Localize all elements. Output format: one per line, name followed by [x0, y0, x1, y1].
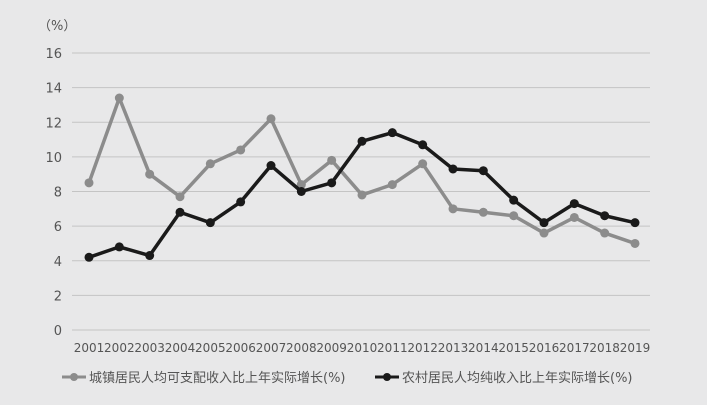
- data-point: [448, 164, 458, 174]
- x-tick-label: 2017: [559, 341, 590, 355]
- y-tick-label: 12: [45, 116, 62, 131]
- x-tick-label: 2016: [529, 341, 560, 355]
- series-0: [84, 93, 640, 248]
- data-point: [630, 238, 640, 248]
- series-line: [87, 96, 636, 246]
- data-point: [175, 192, 185, 202]
- data-point: [145, 251, 155, 261]
- x-tick-label: 2019: [620, 341, 651, 355]
- data-point: [114, 93, 124, 103]
- data-point: [327, 178, 337, 188]
- data-point: [205, 218, 215, 228]
- data-point: [387, 128, 397, 138]
- legend-marker: [383, 373, 391, 381]
- x-tick-label: 2012: [407, 341, 438, 355]
- data-point: [600, 211, 610, 221]
- x-tick-label: 2007: [256, 341, 287, 355]
- data-point: [327, 155, 337, 165]
- y-tick-label: 0: [54, 324, 62, 339]
- data-point: [387, 180, 397, 190]
- data-point: [539, 218, 549, 228]
- x-tick-label: 2004: [165, 341, 196, 355]
- x-tick-label: 2009: [316, 341, 347, 355]
- data-point: [357, 136, 367, 146]
- y-tick-label: 10: [45, 151, 62, 166]
- data-point: [84, 178, 94, 188]
- x-tick-label: 2014: [468, 341, 499, 355]
- data-point: [630, 218, 640, 228]
- x-tick-label: 2015: [498, 341, 529, 355]
- data-point: [539, 228, 549, 238]
- x-tick-label: 2002: [104, 341, 135, 355]
- data-point: [448, 204, 458, 214]
- data-point: [357, 190, 367, 200]
- x-tick-label: 2008: [286, 341, 317, 355]
- series-1: [84, 128, 640, 262]
- x-tick-label: 2005: [195, 341, 226, 355]
- data-point: [569, 212, 579, 222]
- data-point: [418, 140, 428, 150]
- data-point: [478, 207, 488, 217]
- data-point: [296, 187, 306, 196]
- data-point: [114, 242, 124, 252]
- x-tick-label: 2003: [134, 341, 165, 355]
- y-axis-unit-label: （%）: [38, 19, 76, 34]
- data-point: [418, 159, 428, 169]
- data-point: [84, 252, 94, 262]
- y-tick-label: 2: [54, 289, 62, 304]
- y-tick-label: 6: [54, 220, 62, 235]
- x-tick-label: 2018: [589, 341, 620, 355]
- y-tick-label: 8: [54, 186, 62, 201]
- x-tick-label: 2011: [377, 341, 408, 355]
- data-point: [509, 211, 519, 221]
- y-tick-label: 4: [54, 255, 62, 270]
- x-tick-label: 2010: [347, 341, 378, 355]
- data-point: [236, 197, 246, 207]
- data-point: [478, 166, 488, 176]
- data-point: [175, 207, 185, 217]
- y-tick-label: 16: [45, 47, 62, 62]
- data-point: [205, 159, 215, 169]
- legend-marker: [70, 373, 78, 381]
- data-point: [296, 180, 306, 190]
- legend-label: 城镇居民人均可支配收入比上年实际增长(%): [89, 371, 346, 386]
- legend-label: 农村居民人均纯收入比上年实际增长(%): [402, 371, 633, 386]
- data-point: [266, 114, 276, 124]
- data-point: [509, 195, 519, 205]
- data-point: [266, 161, 276, 171]
- x-tick-label: 2013: [438, 341, 469, 355]
- y-tick-label: 14: [45, 82, 62, 97]
- data-point: [145, 169, 155, 179]
- data-point: [236, 145, 246, 155]
- data-point: [600, 228, 610, 238]
- x-tick-label: 2001: [74, 341, 105, 355]
- data-point: [569, 199, 579, 209]
- x-tick-label: 2006: [225, 341, 256, 355]
